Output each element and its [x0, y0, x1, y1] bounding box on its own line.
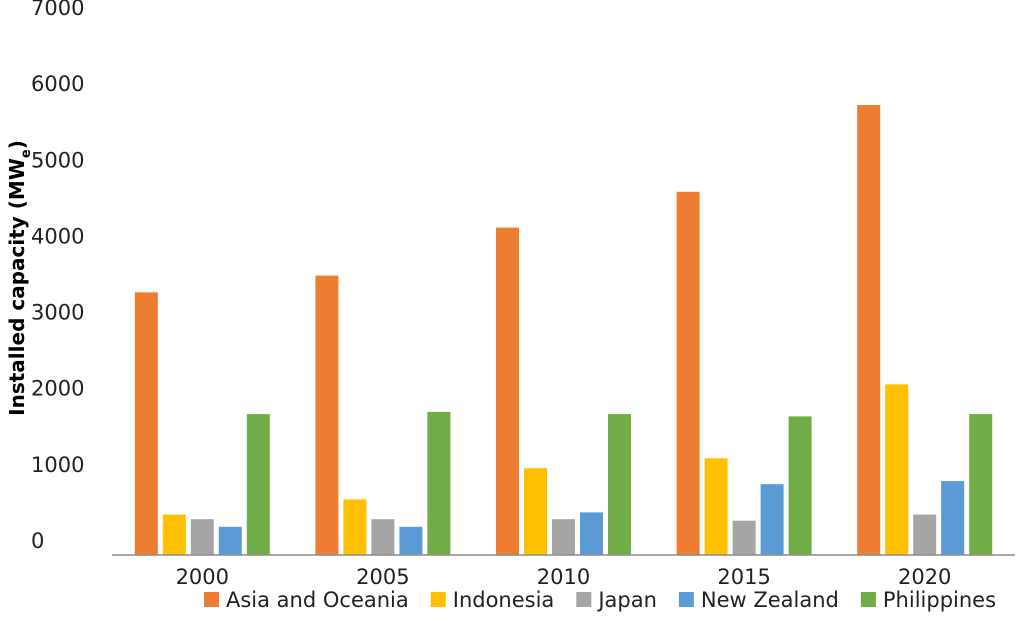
bar-philippines-2005 — [427, 412, 450, 555]
legend-label: Philippines — [883, 588, 996, 612]
y-axis-ticks: 0 1000 2000 3000 4000 5000 6000 7000 — [31, 0, 84, 553]
x-tick-label: 2005 — [356, 565, 409, 589]
bar-japan-2020 — [913, 515, 936, 555]
legend-label: New Zealand — [701, 588, 839, 612]
x-tick-label: 2010 — [537, 565, 590, 589]
bar-new-zealand-2015 — [761, 484, 784, 555]
y-tick-label: 4000 — [31, 224, 84, 248]
y-tick-label: 7000 — [31, 0, 84, 20]
bar-asia-and-oceania-2010 — [496, 228, 519, 555]
y-tick-label: 3000 — [31, 301, 84, 325]
y-tick-label: 0 — [31, 529, 44, 553]
y-axis-title-main: Installed capacity (MW — [5, 158, 29, 416]
y-axis-title: Installed capacity (MWe) — [5, 140, 34, 416]
x-tick-label: 2000 — [176, 565, 229, 589]
bar-asia-and-oceania-2020 — [857, 105, 880, 555]
bar-philippines-2015 — [789, 416, 812, 555]
legend-swatch — [861, 592, 876, 607]
bar-new-zealand-2020 — [941, 481, 964, 555]
bar-new-zealand-2000 — [219, 527, 242, 555]
legend: Asia and Oceania Indonesia Japan New Zealan… — [204, 588, 996, 612]
bar-japan-2005 — [371, 519, 394, 555]
x-tick-label: 2020 — [898, 565, 951, 589]
legend-swatch — [679, 592, 694, 607]
bar-philippines-2020 — [969, 414, 992, 555]
bar-japan-2000 — [191, 519, 214, 555]
bar-philippines-2010 — [608, 414, 631, 555]
y-tick-label: 6000 — [31, 72, 84, 96]
bar-indonesia-2015 — [705, 458, 728, 555]
bars — [135, 105, 992, 555]
bar-indonesia-2010 — [524, 468, 547, 555]
legend-label: Indonesia — [453, 588, 555, 612]
legend-swatch — [431, 592, 446, 607]
bar-new-zealand-2005 — [399, 527, 422, 555]
legend-swatch — [576, 592, 591, 607]
x-tick-label: 2015 — [717, 565, 770, 589]
bar-asia-and-oceania-2015 — [677, 192, 700, 555]
legend-label: Asia and Oceania — [226, 588, 409, 612]
bar-indonesia-2000 — [163, 515, 186, 555]
bar-asia-and-oceania-2000 — [135, 292, 158, 555]
y-tick-label: 5000 — [31, 148, 84, 172]
bar-philippines-2000 — [247, 414, 270, 555]
bar-new-zealand-2010 — [580, 512, 603, 555]
y-tick-label: 1000 — [31, 453, 84, 477]
legend-swatch — [204, 592, 219, 607]
legend-label: Japan — [596, 588, 657, 612]
x-axis-ticks: 2000 2005 2010 2015 2020 — [176, 565, 952, 589]
bar-indonesia-2020 — [885, 384, 908, 555]
y-tick-label: 2000 — [31, 377, 84, 401]
bar-japan-2010 — [552, 519, 575, 555]
bar-indonesia-2005 — [343, 499, 366, 555]
bar-japan-2015 — [733, 521, 756, 555]
bar-asia-and-oceania-2005 — [315, 276, 338, 555]
y-axis-title-suffix: ) — [5, 140, 29, 149]
y-axis-title-group: Installed capacity (MWe) — [5, 140, 34, 416]
